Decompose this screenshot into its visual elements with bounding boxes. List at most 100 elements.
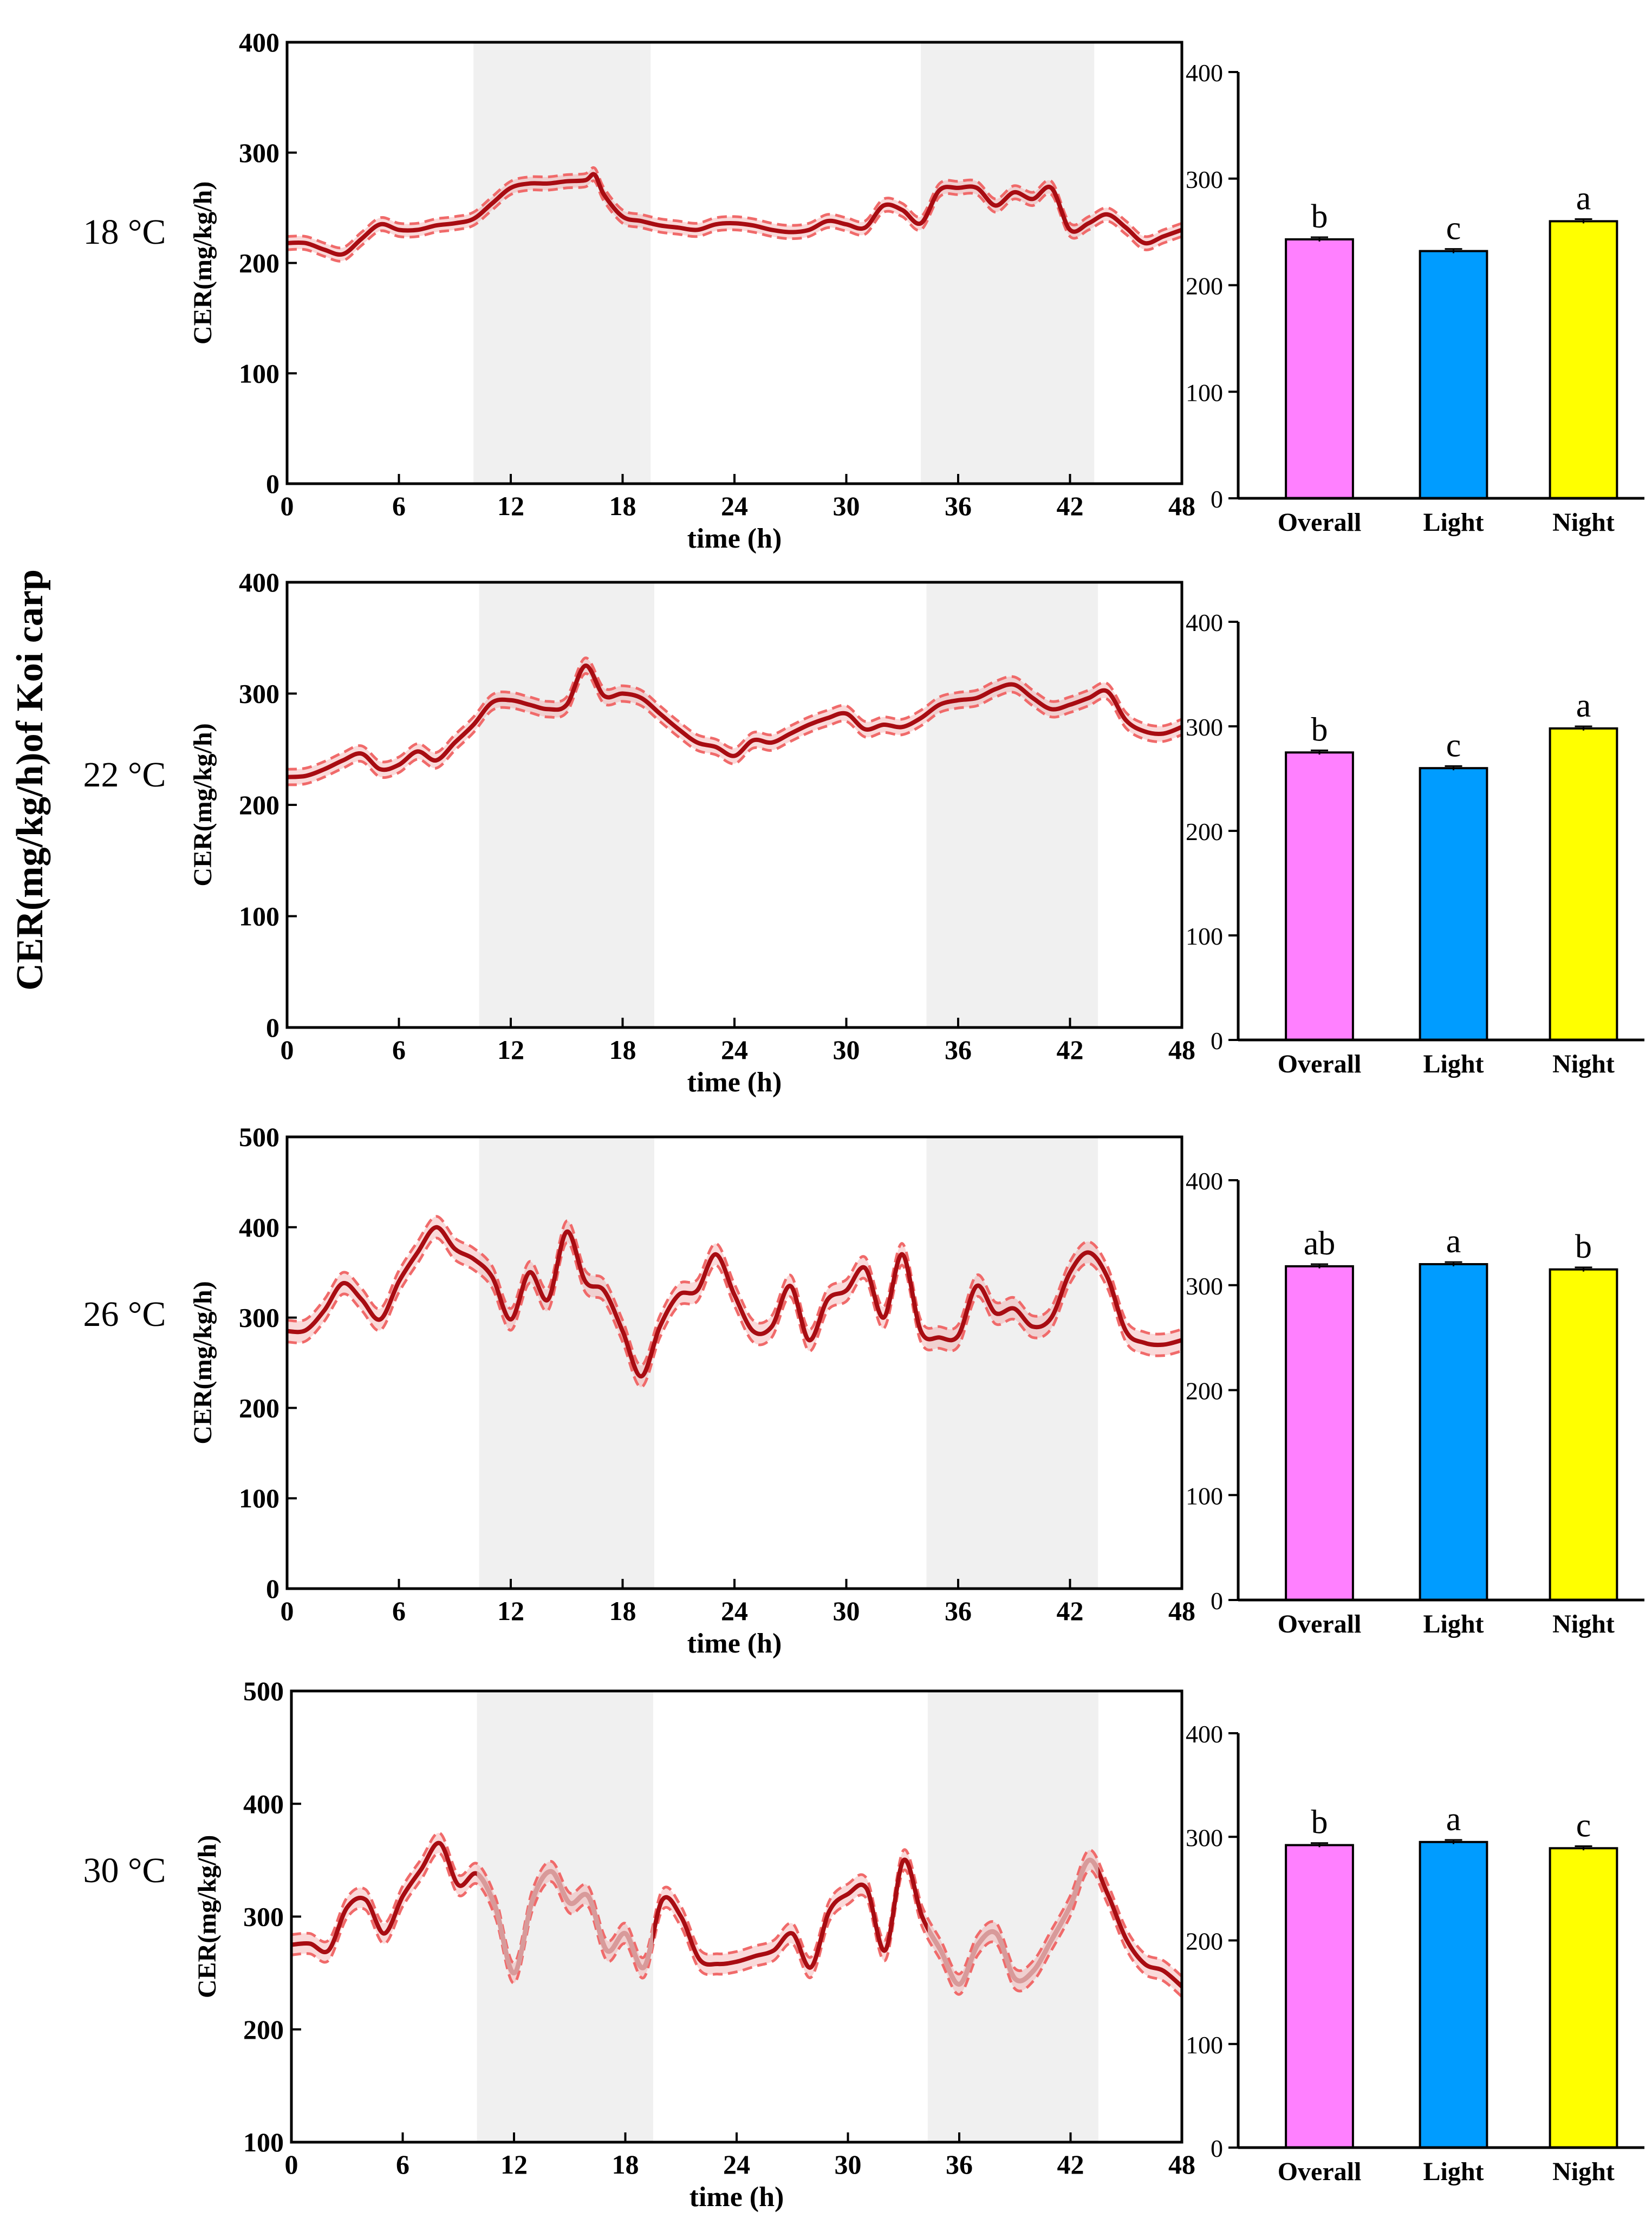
y-tick-label: 300 xyxy=(243,1902,284,1932)
x-tick-label: 18 xyxy=(609,1596,636,1626)
bar-y-tick-label: 0 xyxy=(1211,2135,1223,2162)
lower-confidence-line xyxy=(287,672,1182,786)
dark-period-shade xyxy=(926,1137,1098,1589)
significance-letter: b xyxy=(1311,198,1328,235)
x-axis-label: time (h) xyxy=(687,1067,782,1098)
panel-temperature-label: 26 °C xyxy=(83,1295,166,1334)
x-tick-label: 24 xyxy=(721,1035,748,1065)
significance-letter: c xyxy=(1446,210,1461,247)
x-tick-label: 42 xyxy=(1057,2149,1084,2180)
x-tick-label: 0 xyxy=(285,2149,298,2180)
bar-overall xyxy=(1285,1844,1354,2149)
x-tick-label: 18 xyxy=(609,1035,636,1065)
significance-letter: a xyxy=(1446,1223,1461,1260)
x-tick-label: 30 xyxy=(835,2149,862,2180)
y-axis-label: CER(mg/kg/h) xyxy=(188,181,217,344)
mean-cer-line xyxy=(287,172,1183,257)
x-tick-label: 6 xyxy=(392,1596,406,1626)
upper-confidence-line xyxy=(287,1215,1182,1367)
dark-period-shade xyxy=(477,1691,653,2142)
x-tick-label: 6 xyxy=(396,2149,409,2180)
y-tick-label: 200 xyxy=(243,2014,284,2045)
x-tick-label: 6 xyxy=(392,491,406,521)
lower-confidence-line xyxy=(291,1852,1183,1998)
upper-confidence-line xyxy=(287,656,1182,771)
significance-letter: ab xyxy=(1304,1225,1336,1262)
upper-confidence-line xyxy=(291,1831,1183,1978)
x-tick-label: 6 xyxy=(392,1035,406,1065)
x-tick-label: 36 xyxy=(945,1596,972,1626)
bar-y-tick-label: 200 xyxy=(1186,272,1223,300)
confidence-band xyxy=(287,167,1182,262)
bar-y-tick-label: 100 xyxy=(1186,379,1223,406)
upper-confidence-line xyxy=(287,166,1182,250)
line-chart-2: 22 °C 0 6 12 18 24 30 36 42 48 0 100 200 300 400 time (… xyxy=(83,567,1195,1098)
y-tick-label: 300 xyxy=(239,679,279,709)
bar-overall xyxy=(1285,1265,1354,1601)
panel-temperature-label: 30 °C xyxy=(83,1851,166,1890)
y-tick-label: 500 xyxy=(239,1122,279,1152)
lower-confidence-line xyxy=(287,1237,1182,1389)
y-tick-label: 100 xyxy=(239,358,279,388)
x-tick-label: 0 xyxy=(281,491,294,521)
y-tick-label: 300 xyxy=(239,138,279,168)
x-axis-label: time (h) xyxy=(687,523,782,554)
bar-category-label: Night xyxy=(1552,1050,1615,1078)
dark-period-shade xyxy=(473,42,651,484)
x-tick-label: 12 xyxy=(497,491,524,521)
y-tick-label: 400 xyxy=(239,1212,279,1243)
bar-y-tick-label: 300 xyxy=(1186,1824,1223,1851)
confidence-band xyxy=(291,1832,1182,1997)
y-tick-label: 400 xyxy=(239,567,279,597)
significance-letter: c xyxy=(1576,1807,1591,1844)
x-tick-label: 48 xyxy=(1168,1035,1195,1065)
line-chart-4: 30 °C 0 6 12 18 24 30 36 42 48 100 200 300 400 500 time… xyxy=(83,1676,1195,2213)
dark-period-shade xyxy=(921,42,1095,484)
y-tick-label: 100 xyxy=(243,2127,284,2157)
x-tick-label: 18 xyxy=(609,491,636,521)
bar-category-label: Light xyxy=(1423,508,1484,537)
x-tick-label: 36 xyxy=(946,2149,973,2180)
bar-light xyxy=(1419,767,1488,1041)
bar-category-label: Night xyxy=(1552,1610,1615,1638)
y-axis-label: CER(mg/kg/h) xyxy=(188,1281,217,1444)
y-tick-label: 100 xyxy=(239,901,279,932)
significance-letter: a xyxy=(1576,180,1591,217)
dark-period-shade xyxy=(479,582,655,1027)
bar-light xyxy=(1419,250,1488,499)
bar-category-label: Night xyxy=(1552,2157,1615,2186)
significance-letter: b xyxy=(1575,1228,1592,1265)
global-y-axis-title: CER(mg/kg/h)of Koi carp xyxy=(9,569,51,991)
bar-night xyxy=(1549,1847,1618,2149)
bar-category-label: Overall xyxy=(1278,508,1362,537)
x-tick-label: 12 xyxy=(500,2149,528,2180)
bar-category-label: Light xyxy=(1423,1610,1484,1638)
bar-light xyxy=(1419,1263,1488,1601)
bar-night xyxy=(1549,1268,1618,1601)
line-chart-1: 18 °C 0 6 12 18 24 30 36 42 48 0 100 200 300 400 time (… xyxy=(83,27,1195,554)
significance-letter: c xyxy=(1446,727,1461,764)
y-tick-label: 300 xyxy=(239,1303,279,1333)
bar-category-label: Overall xyxy=(1278,1610,1362,1638)
x-tick-label: 30 xyxy=(833,1596,860,1626)
x-tick-label: 42 xyxy=(1057,1035,1084,1065)
bar-y-tick-label: 100 xyxy=(1186,2031,1223,2059)
y-tick-label: 200 xyxy=(239,790,279,820)
y-tick-label: 100 xyxy=(239,1483,279,1513)
x-tick-label: 30 xyxy=(833,491,860,521)
x-tick-label: 48 xyxy=(1168,2149,1195,2180)
line-chart-3: 26 °C 0 6 12 18 24 30 36 42 48 0 100 200 300 400 500 tim… xyxy=(83,1122,1195,1659)
dark-period-shade xyxy=(479,1137,655,1589)
bar-y-tick-label: 400 xyxy=(1186,59,1223,87)
dark-period-shade xyxy=(927,1691,1098,2142)
x-tick-label: 18 xyxy=(612,2149,639,2180)
bar-y-tick-label: 0 xyxy=(1211,1027,1223,1055)
y-tick-label: 500 xyxy=(243,1676,284,1706)
lower-confidence-line xyxy=(287,179,1182,263)
bar-y-tick-label: 100 xyxy=(1186,922,1223,950)
x-tick-label: 0 xyxy=(281,1035,294,1065)
x-tick-label: 0 xyxy=(281,1596,294,1626)
bar-y-tick-label: 400 xyxy=(1186,1167,1223,1195)
bar-y-tick-label: 400 xyxy=(1186,609,1223,636)
